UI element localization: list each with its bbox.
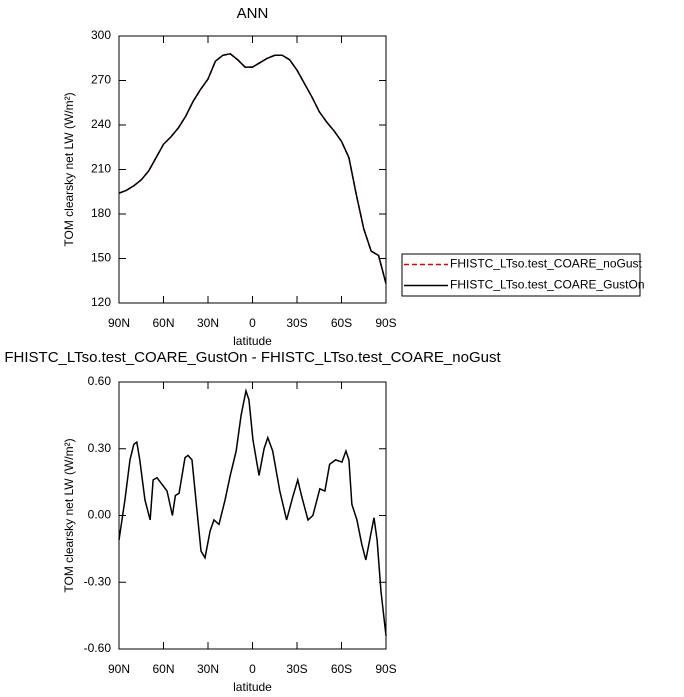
y-tick-label: -0.60 <box>84 641 112 655</box>
x-tick-label: 30N <box>197 662 219 676</box>
y-tick-label: 240 <box>91 117 111 131</box>
plot-frame <box>118 35 387 304</box>
y-tick-label: 0.30 <box>88 441 112 455</box>
data-line <box>118 387 387 636</box>
y-tick-label: 120 <box>91 295 111 309</box>
x-tick-label: 60N <box>152 316 174 330</box>
legend-label: FHISTC_LTso.test_COARE_GustOn <box>450 278 645 292</box>
x-tick-label: 30S <box>286 662 307 676</box>
chart-title: FHISTC_LTso.test_COARE_GustOn - FHISTC_L… <box>4 349 501 366</box>
x-tick-label: 30S <box>286 316 307 330</box>
x-tick-label: 0 <box>249 316 256 330</box>
data-line <box>118 52 387 284</box>
y-tick-label: 270 <box>91 73 111 87</box>
x-tick-label: 60N <box>152 662 174 676</box>
x-tick-label: 60S <box>331 662 352 676</box>
legend-label: FHISTC_LTso.test_COARE_noGust <box>450 257 643 271</box>
x-tick-label: 0 <box>249 662 256 676</box>
y-tick-label: 0.00 <box>88 508 112 522</box>
x-tick-label: 90S <box>375 316 396 330</box>
y-axis-label: TOM clearsky net LW (W/m²) <box>62 92 76 246</box>
y-axis-label: TOM clearsky net LW (W/m²) <box>62 438 76 592</box>
x-tick-label: 60S <box>331 316 352 330</box>
y-tick-label: 180 <box>91 206 111 220</box>
y-tick-label: 0.60 <box>88 374 112 388</box>
plot-frame <box>118 381 387 650</box>
x-axis-label: latitude <box>233 334 272 348</box>
y-tick-label: 210 <box>91 162 111 176</box>
data-line <box>118 52 387 284</box>
x-tick-label: 30N <box>197 316 219 330</box>
x-tick-label: 90S <box>375 662 396 676</box>
x-tick-label: 90N <box>108 316 130 330</box>
x-tick-label: 90N <box>108 662 130 676</box>
legend-box <box>401 253 641 297</box>
x-axis-label: latitude <box>233 680 272 694</box>
y-tick-label: -0.30 <box>84 574 112 588</box>
y-tick-label: 300 <box>91 28 111 42</box>
y-tick-label: 150 <box>91 251 111 265</box>
chart-title: ANN <box>237 5 269 22</box>
